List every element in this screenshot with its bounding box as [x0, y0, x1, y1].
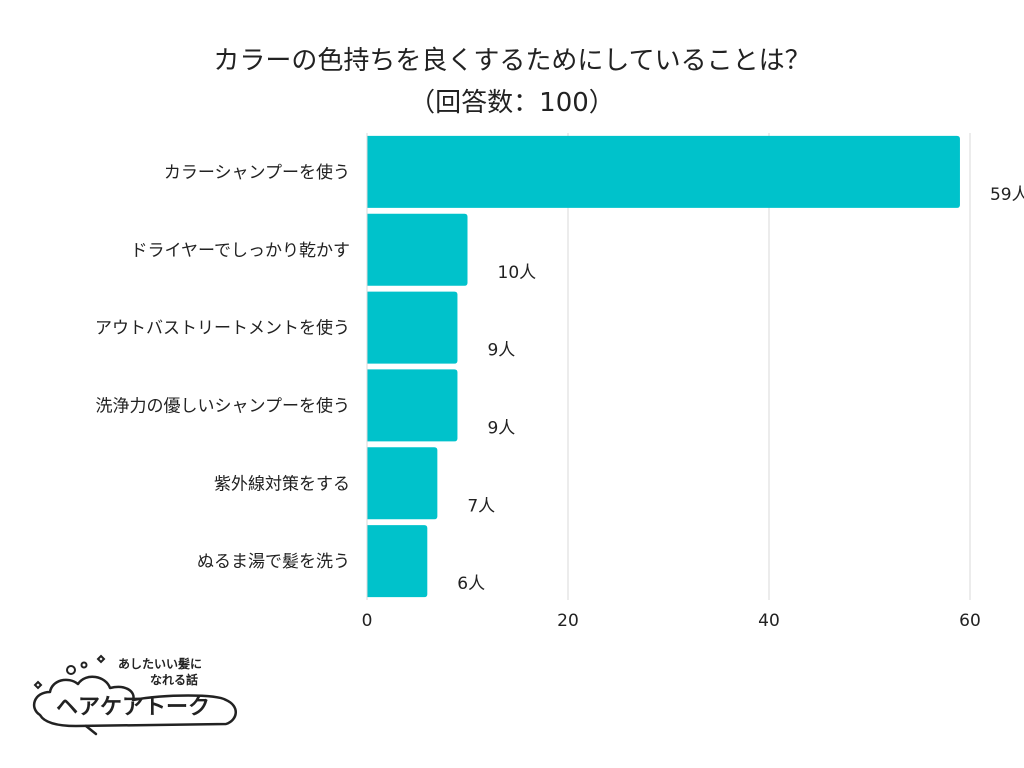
bar	[367, 291, 458, 364]
logo-tagline-1: あしたいい髪に	[118, 656, 202, 671]
logo-sparkle-left-icon	[33, 680, 43, 690]
chart-title-block: カラーの色持ちを良くするためにしていることは？ （回答数：100）	[0, 40, 1024, 124]
bar	[367, 525, 428, 598]
value-label: 59人	[990, 185, 1024, 205]
category-label: 洗浄力の優しいシャンプーを使う	[96, 395, 351, 416]
category-label: 紫外線対策をする	[214, 474, 350, 494]
value-label: 9人	[487, 418, 515, 438]
logo-bubble-icon	[66, 665, 76, 675]
x-tick-label: 60	[959, 611, 981, 631]
logo-bubble-small-icon	[80, 661, 88, 669]
logo-sparkle-icon	[96, 654, 106, 664]
category-label: アウトバストリートメントを使う	[95, 318, 350, 339]
category-label: カラーシャンプーを使う	[164, 162, 350, 183]
value-label: 6人	[457, 574, 485, 594]
chart-title: カラーの色持ちを良くするためにしていることは？	[213, 46, 811, 76]
logo-tagline-2: なれる話	[150, 672, 198, 687]
value-label: 7人	[467, 496, 495, 516]
bar	[367, 213, 468, 286]
logo-name: ヘアケアトーク	[56, 695, 210, 720]
category-label: ドライヤーでしっかり乾かす	[131, 241, 350, 261]
x-tick-label: 20	[557, 611, 579, 631]
category-label: ぬるま湯で髪を洗う	[197, 552, 350, 572]
bar	[367, 369, 458, 442]
chart-subtitle: （回答数：100）	[409, 88, 615, 118]
logo-cloud-shape	[32, 675, 237, 736]
hair-care-talk-logo: あしたいい髪に なれる話 ヘアケアトーク	[32, 654, 237, 736]
value-label: 9人	[487, 341, 515, 361]
bar	[367, 447, 438, 520]
bar	[367, 135, 960, 208]
x-tick-label: 40	[758, 611, 780, 631]
value-label: 10人	[498, 263, 537, 283]
x-tick-label: 0	[362, 611, 373, 631]
